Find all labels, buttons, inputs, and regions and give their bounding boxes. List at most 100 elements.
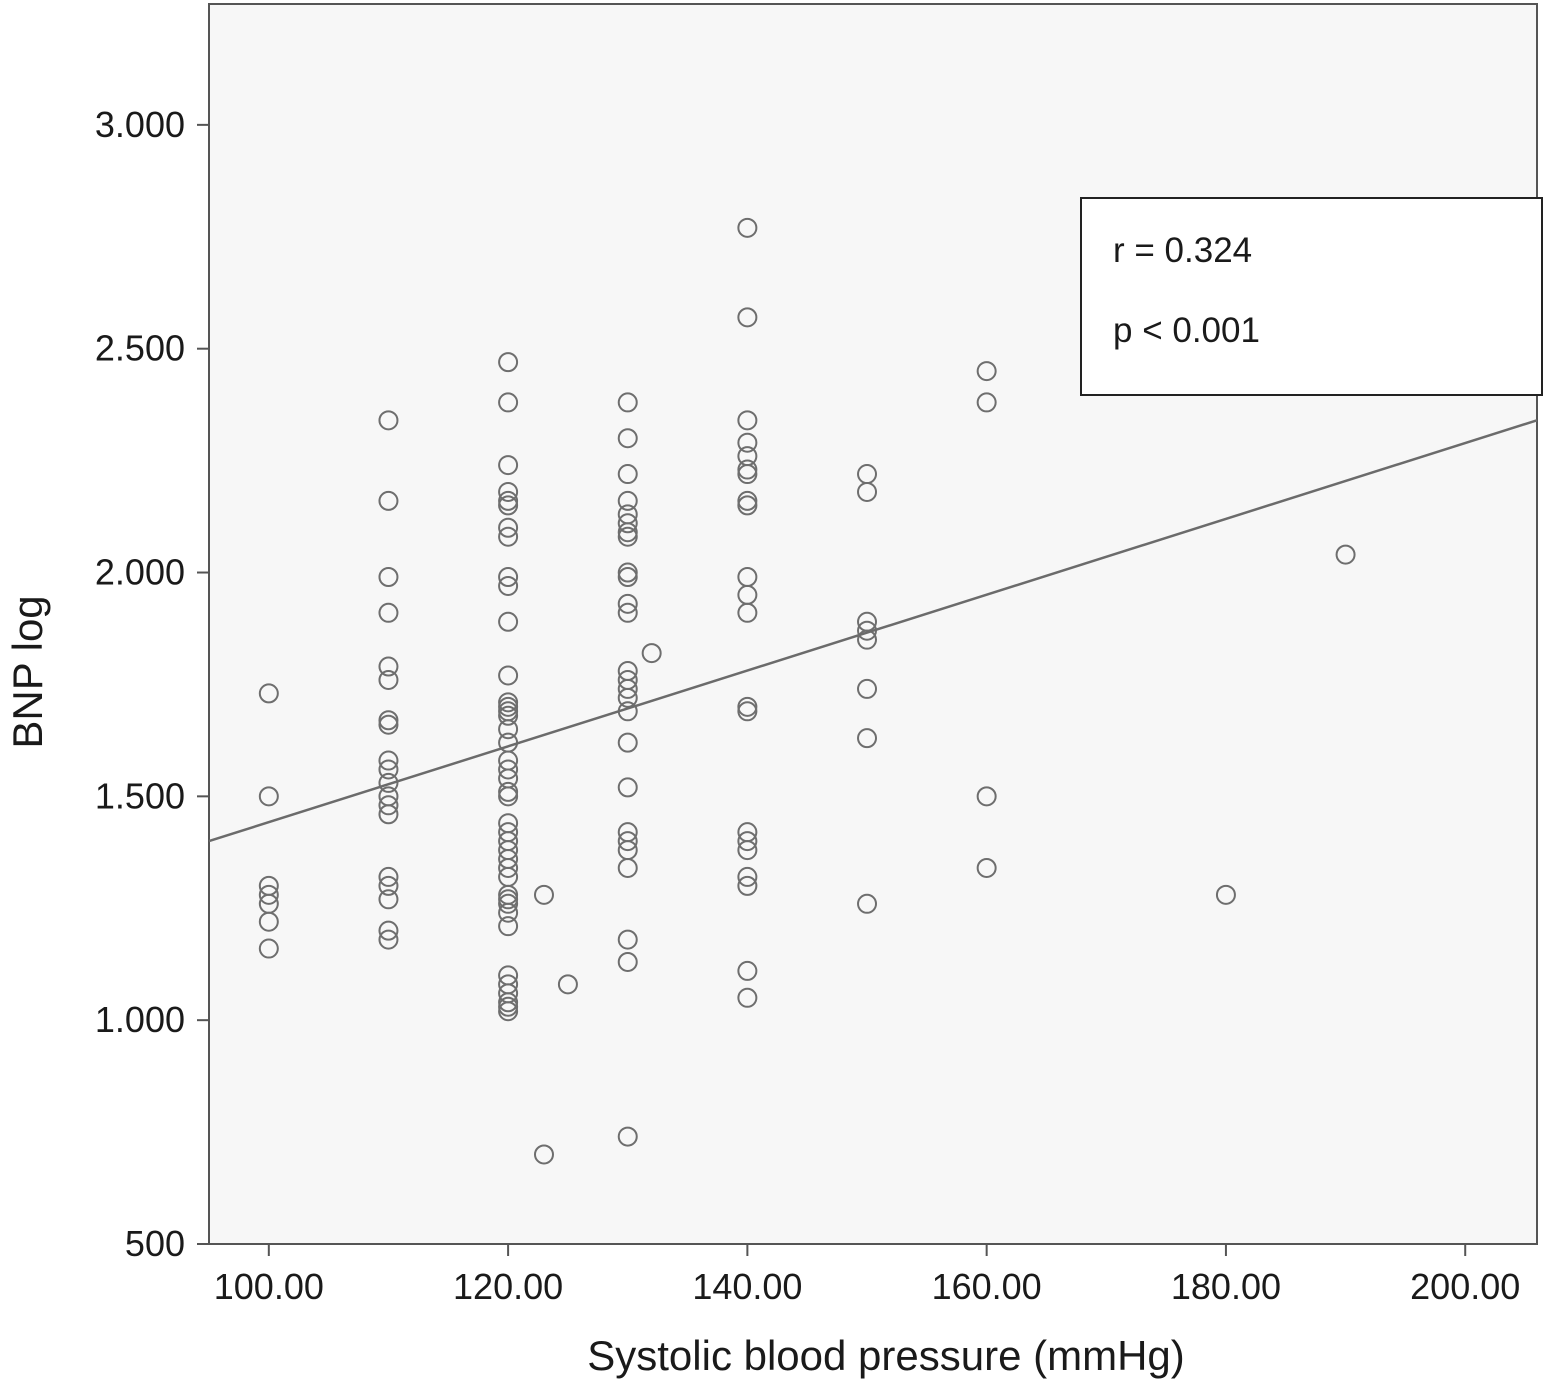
data-point bbox=[617, 562, 638, 583]
data-point bbox=[857, 481, 878, 502]
data-point bbox=[737, 840, 758, 861]
data-point bbox=[737, 490, 758, 511]
data-point bbox=[498, 495, 519, 516]
data-point bbox=[617, 602, 638, 623]
data-point bbox=[498, 719, 519, 740]
data-point bbox=[498, 481, 519, 502]
data-point bbox=[737, 696, 758, 717]
data-point bbox=[617, 490, 638, 511]
data-point bbox=[378, 866, 399, 887]
data-point bbox=[378, 889, 399, 910]
data-point bbox=[498, 893, 519, 914]
data-point bbox=[617, 831, 638, 852]
y-tick-label: 1.500 bbox=[95, 775, 185, 816]
data-point bbox=[498, 889, 519, 910]
data-point bbox=[737, 307, 758, 328]
x-tick-label: 100.00 bbox=[214, 1266, 324, 1307]
data-point bbox=[617, 678, 638, 699]
data-point bbox=[258, 786, 279, 807]
data-point bbox=[617, 526, 638, 547]
stats-annotation-box: r = 0.324 p < 0.001 bbox=[1080, 197, 1543, 396]
annotation-r-value: r = 0.324 bbox=[1113, 231, 1252, 270]
data-point bbox=[378, 490, 399, 511]
data-point bbox=[1335, 544, 1356, 565]
data-point bbox=[498, 566, 519, 587]
data-point bbox=[617, 929, 638, 950]
x-tick-label: 200.00 bbox=[1410, 1266, 1520, 1307]
data-point bbox=[498, 696, 519, 717]
data-point bbox=[498, 916, 519, 937]
data-point bbox=[498, 781, 519, 802]
data-point bbox=[737, 875, 758, 896]
data-point bbox=[378, 566, 399, 587]
data-point bbox=[617, 513, 638, 534]
data-point bbox=[378, 929, 399, 950]
data-point bbox=[498, 455, 519, 476]
y-tick-label: 3.000 bbox=[95, 104, 185, 145]
data-point bbox=[641, 643, 662, 664]
data-point bbox=[258, 884, 279, 905]
x-tick-label: 160.00 bbox=[932, 1266, 1042, 1307]
data-point bbox=[737, 410, 758, 431]
y-axis: 500 1.000 1.500 2.000 2.500 3.000 bbox=[95, 104, 209, 1264]
data-point bbox=[378, 804, 399, 825]
data-point bbox=[378, 710, 399, 731]
data-point bbox=[737, 432, 758, 453]
data-point bbox=[498, 1001, 519, 1022]
data-point bbox=[533, 884, 554, 905]
data-point bbox=[737, 459, 758, 480]
data-point bbox=[557, 974, 578, 995]
data-point bbox=[258, 683, 279, 704]
data-point bbox=[617, 1126, 638, 1147]
data-point bbox=[617, 857, 638, 878]
data-point bbox=[378, 669, 399, 690]
data-point bbox=[617, 732, 638, 753]
data-point bbox=[498, 526, 519, 547]
data-point bbox=[498, 611, 519, 632]
data-point bbox=[498, 392, 519, 413]
y-tick-label: 500 bbox=[125, 1223, 185, 1264]
data-point bbox=[498, 759, 519, 780]
data-point bbox=[737, 217, 758, 238]
data-point bbox=[378, 772, 399, 793]
y-tick-label: 2.500 bbox=[95, 328, 185, 369]
data-point bbox=[498, 352, 519, 373]
data-point bbox=[857, 893, 878, 914]
data-point bbox=[857, 728, 878, 749]
data-point bbox=[617, 522, 638, 543]
data-point bbox=[498, 786, 519, 807]
data-point bbox=[378, 656, 399, 677]
data-point bbox=[617, 464, 638, 485]
data-point bbox=[378, 750, 399, 771]
data-point bbox=[378, 602, 399, 623]
data-point bbox=[498, 992, 519, 1013]
data-point bbox=[1215, 884, 1236, 905]
data-point bbox=[737, 960, 758, 981]
data-point bbox=[498, 665, 519, 686]
data-point bbox=[498, 490, 519, 511]
data-point bbox=[378, 920, 399, 941]
data-point bbox=[976, 857, 997, 878]
data-point bbox=[498, 692, 519, 713]
data-point bbox=[258, 938, 279, 959]
data-point bbox=[498, 857, 519, 878]
y-tick-label: 1.000 bbox=[95, 999, 185, 1040]
data-point bbox=[258, 911, 279, 932]
data-point bbox=[737, 701, 758, 722]
data-point bbox=[737, 495, 758, 516]
data-point bbox=[378, 875, 399, 896]
data-point bbox=[378, 759, 399, 780]
data-points bbox=[258, 217, 1356, 1165]
data-point bbox=[498, 517, 519, 538]
data-point bbox=[378, 714, 399, 735]
data-point bbox=[498, 705, 519, 726]
data-point bbox=[617, 951, 638, 972]
data-point bbox=[617, 777, 638, 798]
data-point bbox=[737, 464, 758, 485]
x-axis-title: Systolic blood pressure (mmHg) bbox=[587, 1332, 1185, 1379]
y-axis-title: BNP log bbox=[4, 595, 51, 748]
data-point bbox=[737, 866, 758, 887]
data-point bbox=[857, 629, 878, 650]
